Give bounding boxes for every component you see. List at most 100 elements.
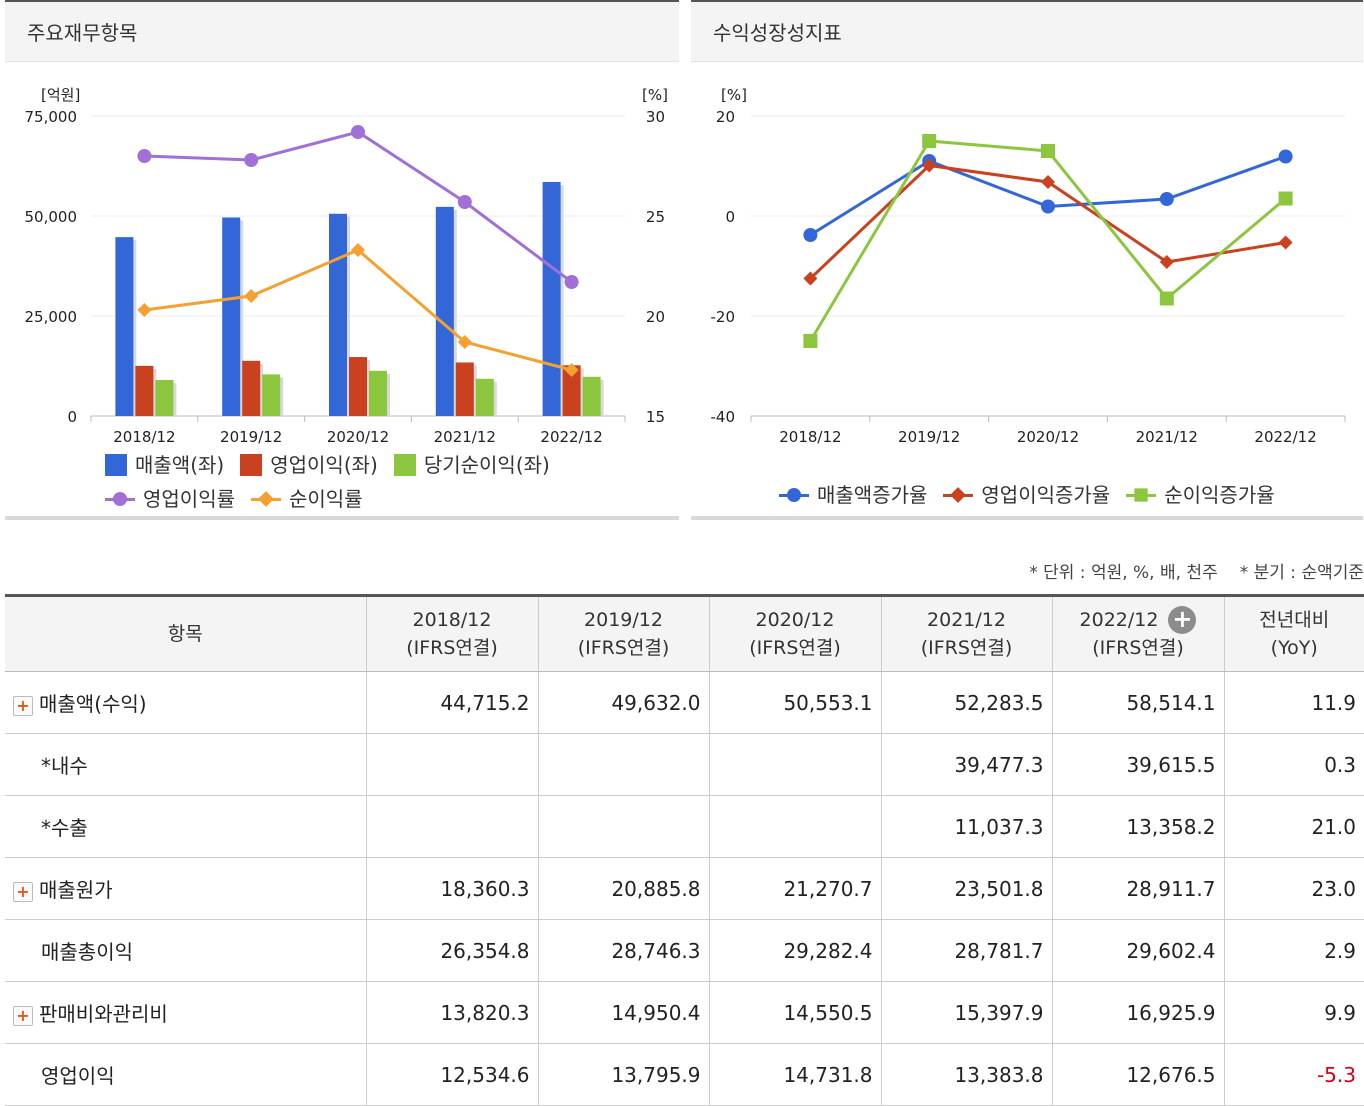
x-tick-label: 2020/12 [1017,428,1079,446]
column-header-label: 2021/12 [927,609,1006,631]
value-cell: 28,781.7 [881,919,1053,982]
data-point [922,134,937,148]
data-point [351,125,365,139]
expand-row-plus-icon[interactable]: + [13,1005,33,1026]
row-label-cell[interactable]: + 판매비와관리비 [5,981,367,1044]
row-label: 매출총이익 [41,940,133,964]
expand-row-plus-icon[interactable]: + [13,881,33,902]
value-cell: 12,534.6 [366,1043,539,1106]
financial-items-legend: 매출액(좌) 영업이익(좌) 당기순이익(좌) 영업이익률 순이익률 [105,450,665,518]
bar [562,365,581,416]
column-header-sublabel: (YoY) [1270,637,1318,659]
value-cell [366,795,539,858]
legend-item[interactable]: 매출액(좌) [105,450,224,480]
bar [475,378,494,416]
legend-item[interactable]: 영업이익률 [105,484,235,514]
financial-items-panel: 주요재무항목 75,000 50,000 25,000 0 30 25 20 15 [억원] [%… [5,0,679,520]
x-tick-label: 2022/12 [1254,428,1316,446]
row-label-cell: 영업이익 [5,1043,367,1106]
y-left-tick-label: 50,000 [25,208,78,226]
legend-label: 매출액(좌) [135,453,225,477]
column-header-label: 2019/12 [584,609,663,631]
row-label-cell[interactable]: + 매출원가 [5,857,367,920]
table-row: *내수 39,477.3 39,615.5 0.3 [5,733,1364,796]
row-label: 판매비와관리비 [39,1002,168,1026]
bar [455,362,474,416]
value-cell: 14,950.4 [538,981,710,1044]
data-point [1041,144,1055,158]
column-header-period: 2019/12 (IFRS연결) [538,594,710,672]
panel-title: 수익성장성지표 [691,0,1363,62]
bar [222,217,241,416]
value-cell [538,795,710,858]
legend-item[interactable]: 순이익증가율 [1126,480,1275,510]
y-right-axis-label: [%] [642,86,668,104]
yoy-cell: 23.0 [1224,857,1364,920]
y-tick-label: -20 [711,308,736,326]
bar [115,237,134,416]
row-label-cell: *내수 [5,733,367,796]
row-label-cell[interactable]: + 매출액(수익) [5,671,367,734]
legend-label: 순이익률 [289,487,363,511]
legend-item[interactable]: 매출액증가율 [779,480,927,510]
table-row: 영업이익 12,534.6 13,795.9 14,731.8 13,383.8 12,6… [5,1043,1364,1106]
column-header-label: 전년대비 [1259,609,1330,631]
row-label: 영업이익 [41,1064,115,1088]
financial-table: 항목 2018/12 (IFRS연결) 2019/12 (IFRS연결) 2020/12 (… [5,594,1364,1106]
row-label: *수출 [41,816,88,840]
value-cell: 29,602.4 [1052,919,1225,982]
legend-item[interactable]: 순이익률 [251,484,363,514]
unit-note: * 단위 : 억원, %, 배, 천주 * 분기 : 순액기준 [1007,558,1364,583]
legend-swatch [105,488,135,510]
column-header-period: 2021/12 (IFRS연결) [881,594,1053,672]
value-cell: 13,795.9 [538,1043,710,1106]
x-tick-label: 2019/12 [220,428,282,446]
data-point [1278,149,1293,164]
y-left-tick-label: 75,000 [25,108,78,126]
yoy-cell: 11.9 [1224,671,1364,734]
data-point [1278,235,1293,250]
legend-item[interactable]: 영업이익증가율 [943,480,1110,510]
growth-indicators-chart: 20 0 -20 -40 [%] 2018/12 2019/12 2020/12 2021/12… [711,86,1346,446]
legend-swatch [393,454,416,476]
quarter-note-text: * 분기 : 순액기준 [1239,563,1364,583]
expand-row-plus-icon[interactable]: + [13,695,33,716]
series-line [144,248,572,372]
value-cell: 26,354.8 [366,919,539,982]
data-point [803,334,818,348]
row-label: *내수 [41,754,88,778]
y-left-axis-label: [억원] [41,86,80,104]
expand-columns-plus-icon[interactable]: + [1168,606,1197,634]
legend-item[interactable]: 당기순이익(좌) [393,450,550,480]
data-point [1159,192,1174,206]
value-cell: 16,925.9 [1052,981,1225,1044]
value-cell: 18,360.3 [366,857,539,920]
y-right-tick-label: 25 [646,208,665,226]
y-tick-label: 20 [716,108,735,126]
data-point [1159,291,1174,306]
data-point [1041,175,1055,189]
value-cell: 28,746.3 [538,919,710,982]
data-point [564,363,579,377]
column-header-item: 항목 [5,594,367,672]
yoy-cell: 9.9 [1224,981,1364,1044]
value-cell: 11,037.3 [881,795,1053,858]
value-cell [538,733,710,796]
bar [262,374,281,416]
data-point [1278,191,1293,206]
x-tick-label: 2018/12 [779,428,841,446]
value-cell: 52,283.5 [881,671,1053,734]
table-header-row: 항목 2018/12 (IFRS연결) 2019/12 (IFRS연결) 2020/12 (… [5,594,1364,672]
value-cell: 49,632.0 [538,671,710,734]
legend-label: 영업이익(좌) [270,453,378,477]
bar [435,206,454,416]
legend-item[interactable]: 영업이익(좌) [240,450,378,480]
table-body: + 매출액(수익) 44,715.2 49,632.0 50,553.1 52,283.5… [5,671,1364,1106]
y-tick-label: -40 [711,408,736,426]
data-point [922,158,937,173]
value-cell: 13,383.8 [881,1043,1053,1106]
table-row: + 판매비와관리비 13,820.3 14,950.4 14,550.5 15,397.9… [5,981,1364,1044]
column-header-sublabel: (IFRS연결) [577,637,670,659]
y-right-tick-label: 30 [646,108,665,126]
row-label-cell: *수출 [5,795,367,858]
